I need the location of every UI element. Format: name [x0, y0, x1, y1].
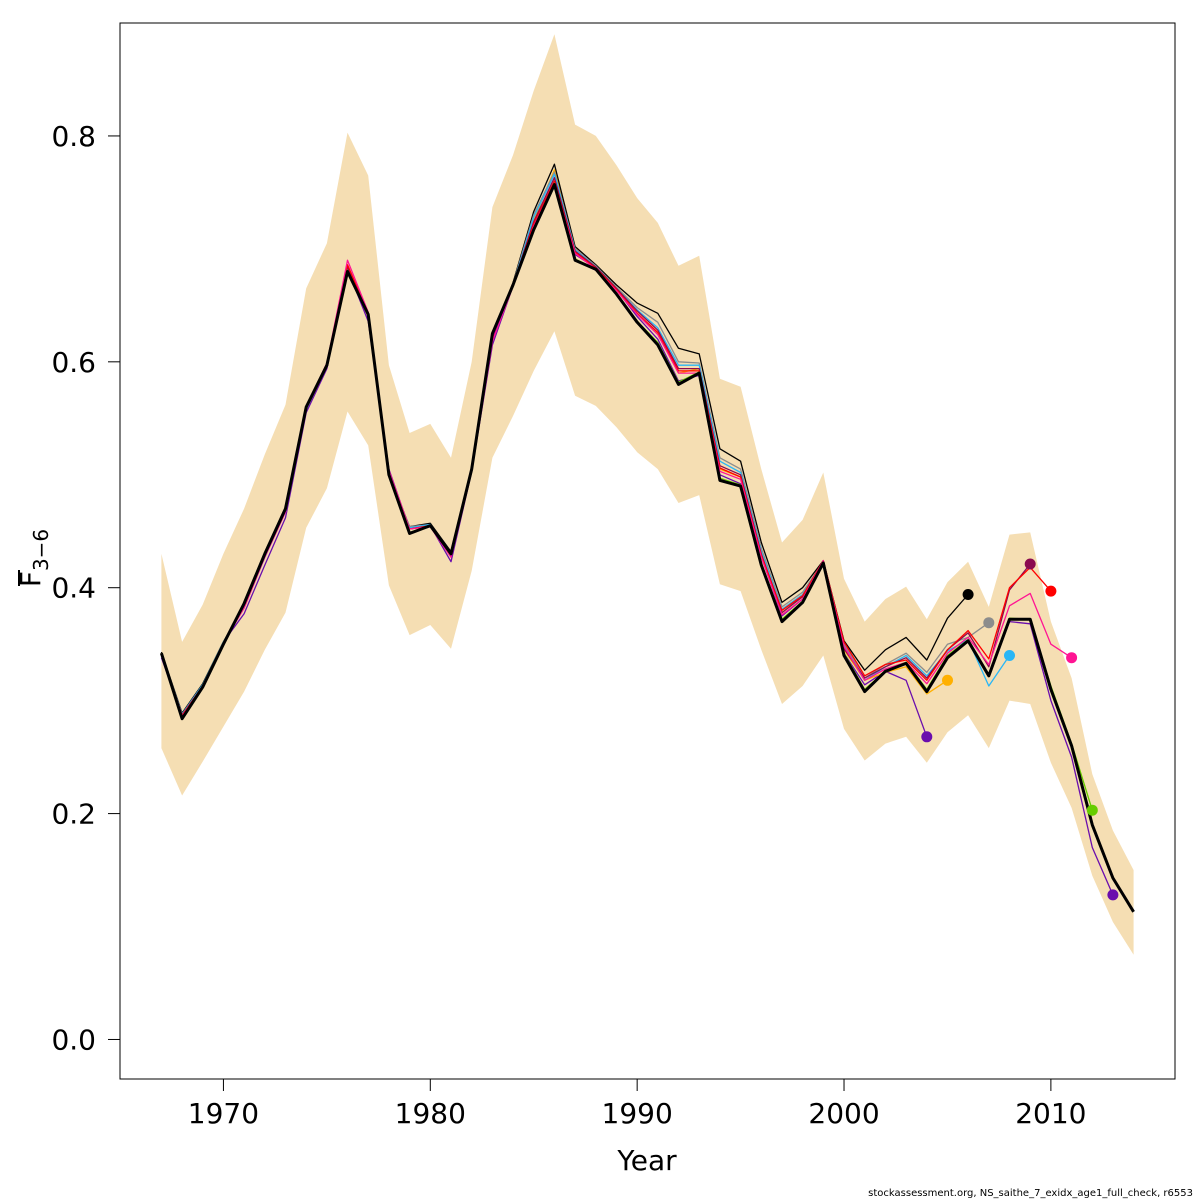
series-layer — [159, 163, 1135, 913]
y-axis-title-main: F — [14, 571, 47, 587]
y-tick-label-2: 0.4 — [51, 572, 96, 605]
series-endpoint-3 — [962, 589, 974, 600]
y-tick-label-3: 0.6 — [51, 346, 96, 379]
series-endpoint-1 — [921, 731, 933, 743]
series-endpoint-10 — [1107, 889, 1119, 901]
series-endpoint-2 — [942, 674, 953, 686]
y-tick-label-1: 0.2 — [51, 798, 96, 831]
series-endpoint-6 — [1024, 558, 1036, 570]
series-endpoint-9 — [1086, 804, 1098, 816]
y-axis: 0.0 0.2 0.4 0.6 0.8 — [51, 120, 120, 1056]
series-line-0 — [159, 183, 1135, 913]
x-axis-title: Year — [616, 1144, 677, 1177]
y-tick-label-0: 0.0 — [51, 1023, 96, 1056]
series-endpoint-4 — [983, 617, 995, 629]
endpoint-markers-layer — [921, 558, 1119, 901]
series-endpoint-8 — [1066, 652, 1078, 664]
confidence-band — [161, 34, 1134, 955]
svg-text:F3−6: F3−6 — [14, 529, 53, 587]
x-axis: 1970 1980 1990 2000 2010 — [188, 1079, 1087, 1130]
y-axis-title: F3−6 — [14, 529, 53, 587]
confidence-band-layer — [161, 34, 1134, 955]
plot-frame — [119, 22, 1176, 1080]
y-tick-label-4: 0.8 — [51, 120, 96, 153]
x-tick-label-1970: 1970 — [188, 1097, 259, 1130]
footer-credit: stockassessment.org, NS_saithe_7_exidx_a… — [868, 1188, 1193, 1199]
x-tick-label-2010: 2010 — [1015, 1097, 1086, 1130]
x-tick-label-2000: 2000 — [808, 1097, 879, 1130]
y-axis-title-sub: 3−6 — [29, 529, 53, 571]
series-endpoint-7 — [1045, 585, 1057, 597]
x-tick-label-1990: 1990 — [602, 1097, 673, 1130]
series-endpoint-5 — [1004, 650, 1015, 661]
x-tick-label-1980: 1980 — [395, 1097, 466, 1130]
